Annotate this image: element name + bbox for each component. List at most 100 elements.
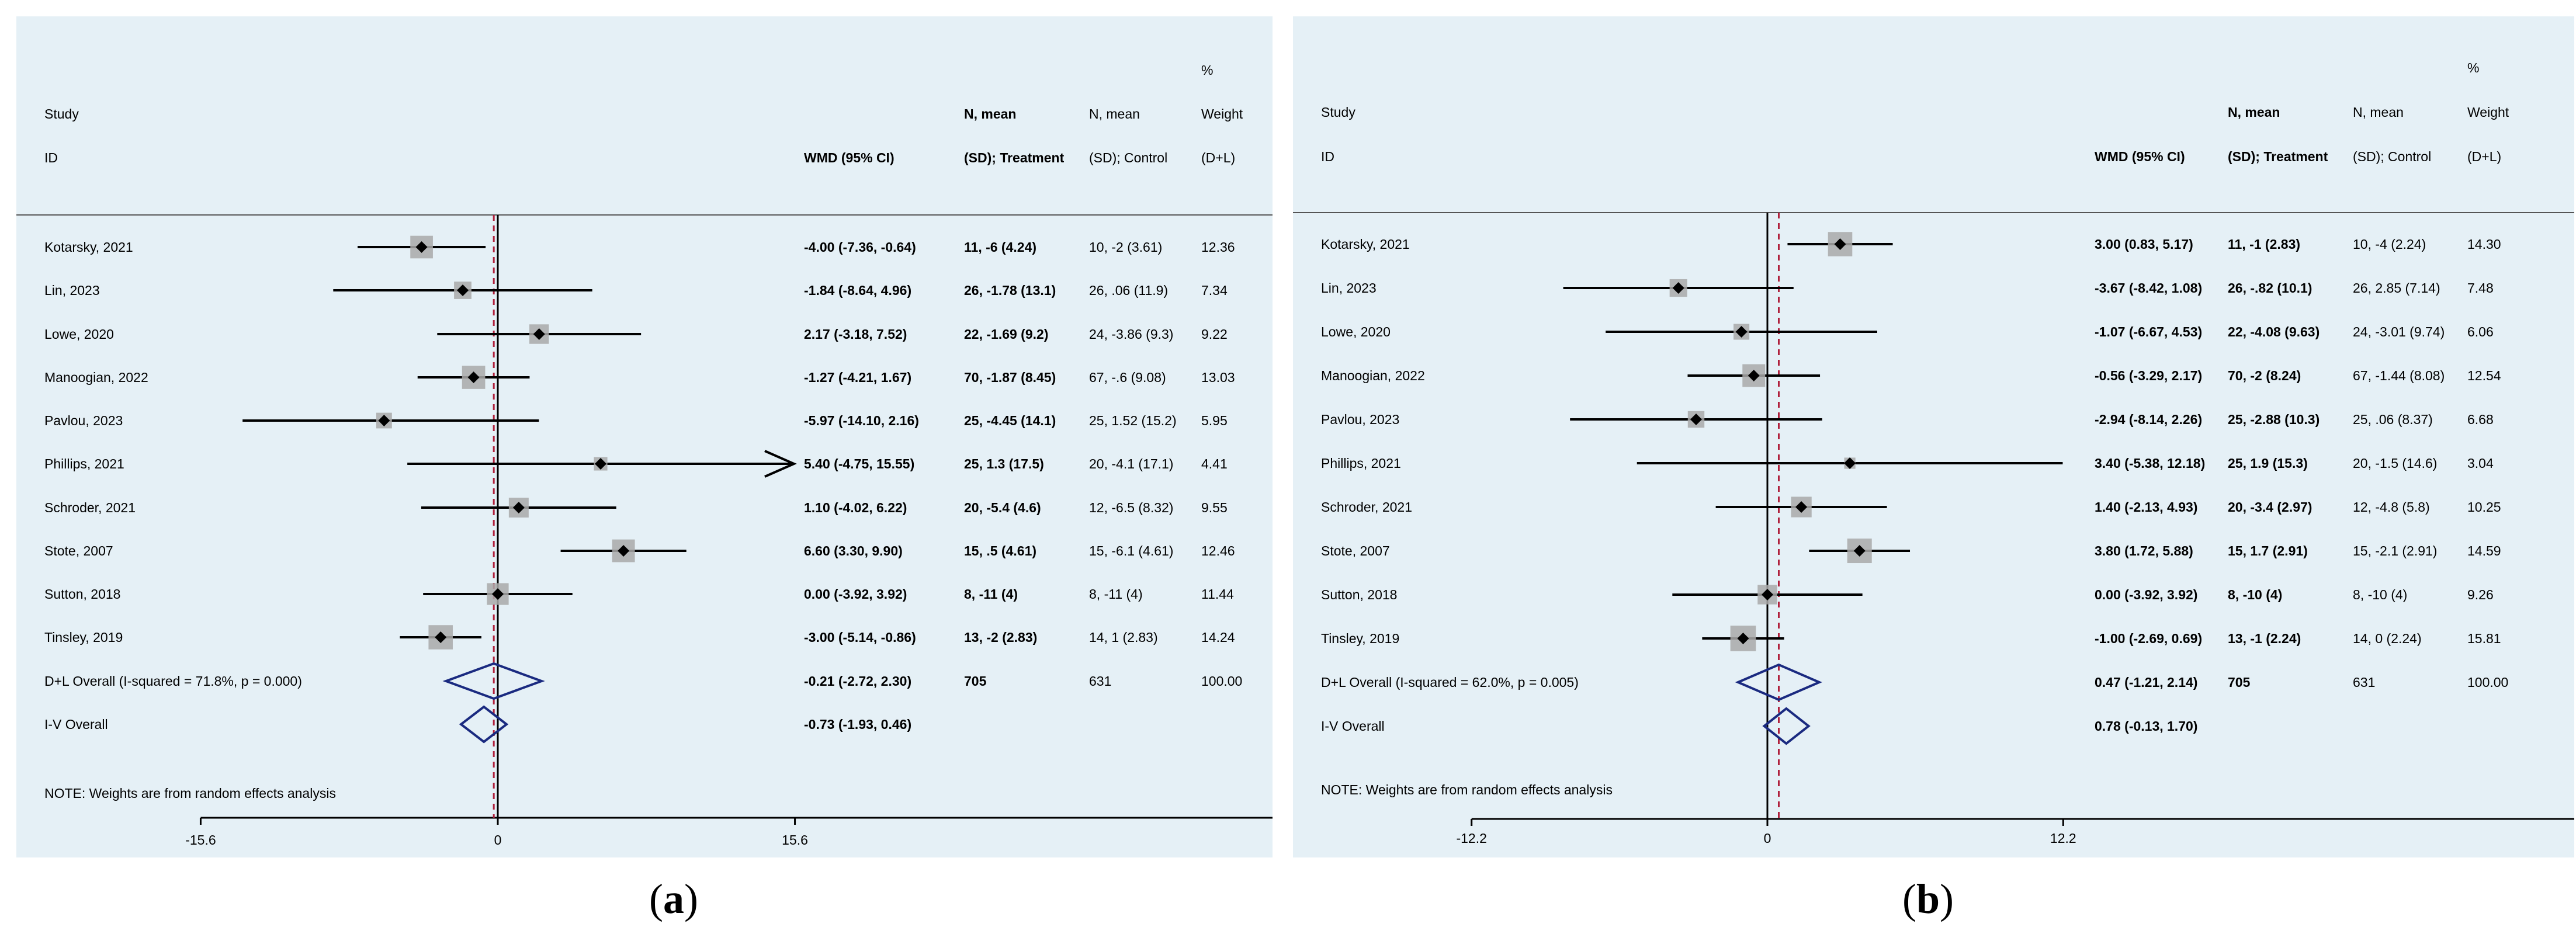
overall-iv-ci: 0.78 (-0.13, 1.70) [2095, 718, 2197, 734]
study-label: Manoogian, 2022 [44, 370, 148, 385]
study-treatment: 70, -2 (8.24) [2228, 368, 2301, 383]
study-treatment: 25, 1.3 (17.5) [964, 456, 1044, 471]
header-study: Study [44, 106, 79, 121]
study-weight: 11.44 [1201, 586, 1234, 602]
header-nmean-control: N, mean [1089, 106, 1140, 121]
point-estimate [1762, 589, 1773, 600]
study-control: 10, -4 (2.24) [2353, 237, 2426, 252]
study-treatment: 11, -1 (2.83) [2228, 237, 2300, 252]
study-label: Phillips, 2021 [1321, 456, 1401, 471]
point-estimate [533, 328, 545, 340]
study-wmd-ci: -5.97 (-14.10, 2.16) [804, 413, 919, 428]
x-tick-label: 12.2 [2050, 831, 2076, 846]
overall-dl-control: 631 [1089, 673, 1111, 689]
study-control: 67, -1.44 (8.08) [2353, 368, 2445, 383]
overall-dl-diamond [1735, 663, 1822, 702]
study-treatment: 25, -4.45 (14.1) [964, 413, 1056, 428]
study-weight: 12.46 [1201, 543, 1235, 558]
weights-note: NOTE: Weights are from random effects an… [44, 786, 336, 801]
panel-caption-b: (b) [1902, 876, 1954, 922]
study-control: 10, -2 (3.61) [1089, 239, 1162, 255]
study-control: 12, -6.5 (8.32) [1089, 500, 1173, 515]
study-weight: 6.06 [2467, 324, 2494, 339]
overall-iv-diamond [459, 705, 509, 744]
overall-dl-weight: 100.00 [2467, 675, 2508, 690]
study-weight: 5.95 [1201, 413, 1228, 428]
study-treatment: 26, -.82 (10.1) [2228, 280, 2312, 296]
study-weight: 14.24 [1201, 630, 1235, 645]
point-estimate [1844, 457, 1856, 469]
header-id: ID [1321, 149, 1334, 164]
study-wmd-ci: -1.27 (-4.21, 1.67) [804, 370, 911, 385]
header-percent: % [2467, 60, 2479, 75]
study-control: 15, -6.1 (4.61) [1089, 543, 1173, 558]
study-weight: 13.03 [1201, 370, 1235, 385]
study-label: Pavlou, 2023 [44, 413, 123, 428]
study-weight: 7.34 [1201, 283, 1228, 298]
ci-arrow-head [764, 450, 797, 478]
study-label: Sutton, 2018 [44, 586, 120, 602]
header-nmean-control: N, mean [2353, 105, 2404, 120]
study-label: Schroder, 2021 [1321, 499, 1412, 515]
header-sd-control: (SD); Control [2353, 149, 2431, 164]
study-label: Tinsley, 2019 [1321, 631, 1399, 646]
overall-dl-ci: 0.47 (-1.21, 2.14) [2095, 675, 2197, 690]
header-sd-control: (SD); Control [1089, 150, 1167, 165]
study-weight: 6.68 [2467, 412, 2494, 427]
study-label: Stote, 2007 [44, 543, 113, 558]
header-wmd: WMD (95% CI) [804, 150, 895, 165]
point-estimate [435, 631, 447, 643]
study-label: Lowe, 2020 [1321, 324, 1391, 339]
study-wmd-ci: 5.40 (-4.75, 15.55) [804, 456, 914, 471]
study-wmd-ci: 6.60 (3.30, 9.90) [804, 543, 903, 558]
study-control: 12, -4.8 (5.8) [2353, 499, 2430, 515]
study-wmd-ci: 3.80 (1.72, 5.88) [2095, 543, 2193, 558]
study-wmd-ci: 0.00 (-3.92, 3.92) [2095, 587, 2197, 602]
study-control: 67, -.6 (9.08) [1089, 370, 1166, 385]
study-treatment: 26, -1.78 (13.1) [964, 283, 1056, 298]
study-weight: 7.48 [2467, 280, 2494, 296]
header-id: ID [44, 150, 58, 165]
weights-note: NOTE: Weights are from random effects an… [1321, 782, 1613, 797]
overall-dl-label: D+L Overall (I-squared = 62.0%, p = 0.00… [1321, 675, 1579, 690]
study-label: Sutton, 2018 [1321, 587, 1397, 602]
header-sd-treatment: (SD); Treatment [2228, 149, 2328, 164]
study-wmd-ci: -1.84 (-8.64, 4.96) [804, 283, 911, 298]
overall-dl-weight: 100.00 [1201, 673, 1242, 689]
study-wmd-ci: 1.40 (-2.13, 4.93) [2095, 499, 2197, 515]
header-percent: % [1201, 63, 1213, 78]
study-label: Kotarsky, 2021 [1321, 237, 1410, 252]
study-treatment: 22, -4.08 (9.63) [2228, 324, 2320, 339]
point-estimate [415, 241, 428, 253]
study-control: 8, -11 (4) [1089, 586, 1143, 602]
panel-caption-a: (a) [649, 876, 698, 922]
study-wmd-ci: -2.94 (-8.14, 2.26) [2095, 412, 2202, 427]
study-control: 26, 2.85 (7.14) [2353, 280, 2440, 296]
point-estimate [1735, 326, 1748, 338]
study-weight: 3.04 [2467, 456, 2494, 471]
overall-dl-control: 631 [2353, 675, 2375, 690]
point-estimate [1737, 633, 1749, 644]
study-control: 26, .06 (11.9) [1089, 283, 1168, 298]
overall-iv-diamond [1762, 707, 1811, 745]
study-weight: 15.81 [2467, 631, 2501, 646]
study-treatment: 8, -11 (4) [964, 586, 1018, 602]
point-estimate [1795, 501, 1808, 513]
study-treatment: 15, .5 (4.61) [964, 543, 1036, 558]
header-nmean-treatment: N, mean [964, 106, 1016, 121]
study-label: Lowe, 2020 [44, 327, 114, 342]
study-label: Kotarsky, 2021 [44, 239, 133, 255]
x-tick-label: -15.6 [185, 832, 216, 848]
study-wmd-ci: -4.00 (-7.36, -0.64) [804, 239, 916, 255]
point-estimate [618, 545, 630, 557]
header-study: Study [1321, 105, 1355, 120]
forest-plot-panel-a: % Study ID WMD (95% CI) N, mean (SD); Treatme… [16, 16, 1273, 857]
study-treatment: 8, -10 (4) [2228, 587, 2282, 602]
overall-iv-label: I-V Overall [1321, 718, 1385, 734]
study-treatment: 25, 1.9 (15.3) [2228, 456, 2308, 471]
study-label: Stote, 2007 [1321, 543, 1390, 558]
header-weight: Weight [1201, 106, 1243, 121]
study-wmd-ci: 0.00 (-3.92, 3.92) [804, 586, 907, 602]
study-weight: 14.59 [2467, 543, 2501, 558]
study-wmd-ci: 2.17 (-3.18, 7.52) [804, 327, 907, 342]
